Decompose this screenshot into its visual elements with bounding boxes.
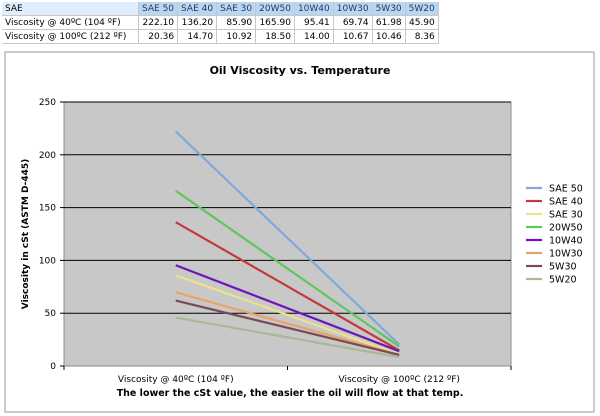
table-col-header: 10W30 [333,2,373,16]
table-cell: 10.67 [333,29,373,44]
series-line-sae-30 [175,274,400,356]
x-axis-categories: Viscosity @ 40ºC (104 ºF) Viscosity @ 100… [63,366,512,385]
data-table: SAE SAE 50 SAE 40 SAE 30 20W50 10W40 10W… [2,2,439,44]
y-axis-label: Viscosity in cSt (ASTM D-445) [21,159,31,309]
legend-label: 5W30 [549,262,577,273]
series-line-10w40 [175,264,400,353]
y-tick-label: 150 [39,204,56,214]
table-cell: 85.90 [216,15,257,30]
plot-area [63,101,512,367]
y-tick-label: 50 [45,309,57,319]
table-col-header: SAE 30 [216,2,257,16]
table-col-header: 10W40 [294,2,334,16]
chart-title: Oil Viscosity vs. Temperature [210,64,391,77]
legend-label: 20W50 [549,223,583,234]
x-category-label: Viscosity @ 100ºC (212 ºF) [339,375,460,385]
series-line-sae-50 [174,130,401,346]
table-col-header: 5W20 [405,2,439,16]
table-cell: 20.36 [138,29,179,44]
table-cell: 14.70 [177,29,218,44]
legend: SAE 50 SAE 40 SAE 30 20W50 10W40 10W30 5W30 5W2… [526,184,583,286]
gridlines [64,101,511,314]
legend-label: 10W40 [549,236,583,247]
row-label: Viscosity @ 40ºC (104 ºF) [2,15,139,30]
series-lines [174,130,401,359]
table-cell: 165.90 [255,15,295,30]
table-col-header: 20W50 [255,2,295,16]
table-col-header: 5W30 [372,2,406,16]
y-tick-label: 0 [50,362,56,372]
table-header-label: SAE [2,2,139,16]
table-row: Viscosity @ 40ºC (104 ºF) 222.10 136.20 … [2,15,439,30]
legend-label: 10W30 [549,249,583,260]
x-category-label: Viscosity @ 40ºC (104 ºF) [118,375,234,385]
y-tick-label: 250 [39,98,56,108]
table-cell: 18.50 [255,29,295,44]
series-line-20w50 [175,189,400,348]
table-cell: 14.00 [294,29,334,44]
table-col-header: SAE 50 [138,2,179,16]
legend-label: 5W20 [549,275,577,286]
table-cell: 45.90 [405,15,439,30]
table-header-row: SAE SAE 50 SAE 40 SAE 30 20W50 10W40 10W… [2,2,439,16]
legend-label: SAE 40 [549,197,583,208]
table-cell: 95.41 [294,15,334,30]
table-cell: 10.92 [216,29,257,44]
y-tick-label: 200 [39,151,56,161]
x-axis-caption: The lower the cSt value, the easier the … [117,388,464,399]
table-cell: 61.98 [372,15,406,30]
legend-label: SAE 50 [549,184,583,195]
y-tick-label: 100 [39,256,56,266]
series-line-5w20 [175,316,400,359]
chart: Oil Viscosity vs. Temperature 0 50 100 150 2… [4,51,595,413]
table-cell: 222.10 [138,15,179,30]
table-row: Viscosity @ 100ºC (212 ºF) 20.36 14.70 1… [2,29,439,44]
series-line-sae-40 [175,221,400,352]
legend-label: SAE 30 [549,210,583,221]
table-cell: 69.74 [333,15,373,30]
row-label: Viscosity @ 100ºC (212 ºF) [2,29,139,44]
series-line-10w30 [175,291,400,356]
table-col-header: SAE 40 [177,2,218,16]
table-cell: 10.46 [372,29,406,44]
table-cell: 8.36 [405,29,439,44]
series-line-5w30 [175,299,400,357]
y-axis-ticks: 0 50 100 150 200 250 [39,98,64,372]
table-cell: 136.20 [177,15,218,30]
